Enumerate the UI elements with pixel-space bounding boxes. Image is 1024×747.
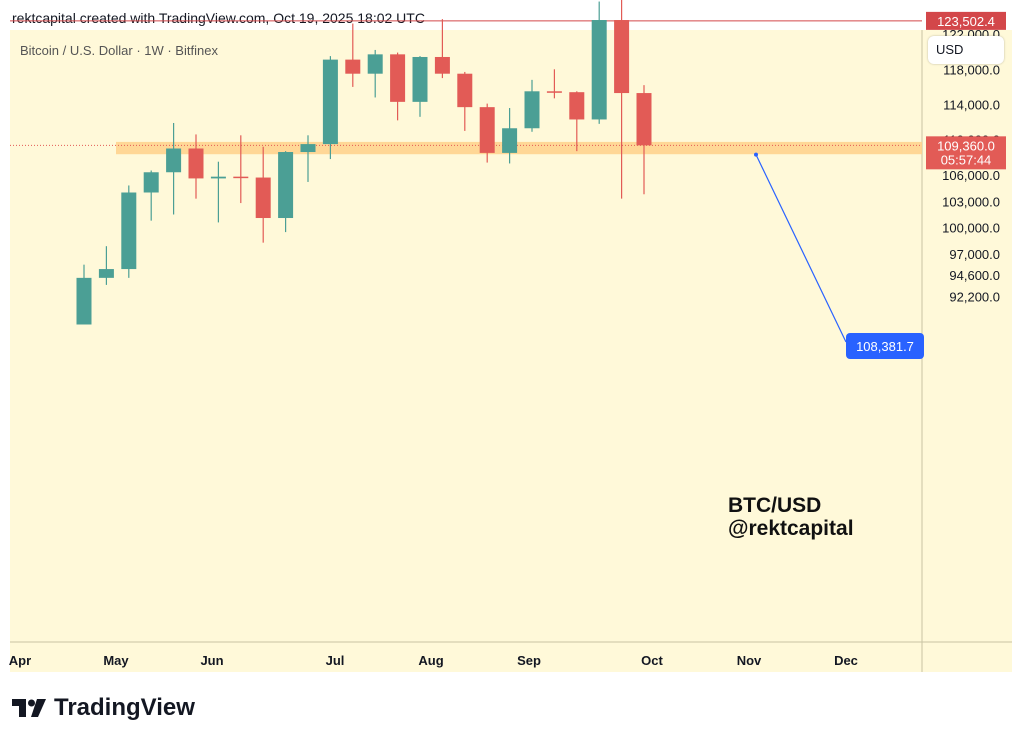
candle: [591, 1, 607, 124]
x-tick-label: Sep: [517, 653, 541, 668]
candle: [166, 122, 182, 215]
candle-body: [591, 20, 607, 120]
x-tick-label: Dec: [834, 653, 858, 668]
candle-body: [300, 144, 316, 153]
candle: [479, 103, 495, 163]
candle: [76, 264, 92, 325]
candle: [524, 79, 540, 132]
candle-body: [233, 176, 249, 179]
watermark-line-2: @rektcapital: [728, 517, 854, 540]
candle: [367, 49, 383, 98]
x-tick-label: Oct: [641, 653, 663, 668]
candle-body: [614, 20, 630, 94]
candle-body: [345, 59, 361, 74]
candle-body: [502, 128, 518, 153]
x-tick-label: Nov: [737, 653, 762, 668]
candle-body: [636, 93, 652, 146]
last-price-label-box: [926, 136, 1006, 170]
projection-point: [754, 152, 758, 157]
x-tick-label: Jun: [200, 653, 223, 668]
tradingview-logo-icon: [12, 699, 46, 717]
plot-background: [10, 30, 922, 642]
candle-body: [412, 56, 428, 102]
candle-body: [457, 73, 473, 108]
candle-body: [322, 59, 338, 145]
candle: [255, 146, 271, 243]
y-tick-label: 118,000.0: [943, 62, 1000, 77]
candle-body: [76, 277, 92, 325]
candle: [434, 19, 450, 79]
chart-legend-title: Bitcoin / U.S. Dollar · 1W · Bitfinex: [20, 43, 218, 58]
candle: [300, 135, 316, 182]
candle: [614, 0, 630, 199]
candle: [636, 85, 652, 195]
candle: [121, 185, 137, 278]
y-tick-label: 97,000.0: [949, 247, 1000, 262]
candle-body: [210, 176, 226, 179]
candle: [233, 135, 249, 204]
projection-label-box: [846, 333, 924, 359]
y-tick-label: 92,200.0: [949, 289, 1000, 304]
candle-body: [188, 148, 204, 179]
candle: [457, 71, 473, 131]
y-tick-label: 114,000.0: [943, 98, 1000, 113]
candle-body: [479, 107, 495, 153]
resistance-price-label: 123,502.4: [937, 14, 995, 29]
candle: [569, 91, 585, 152]
time-axis-background: [10, 642, 1012, 672]
candle: [322, 56, 338, 160]
x-tick-label: Aug: [418, 653, 443, 668]
watermark-line-1: BTC/USD: [728, 494, 822, 517]
candle: [188, 134, 204, 199]
countdown-label: 05:57:44: [941, 152, 992, 167]
axis-background: [922, 30, 1012, 642]
candle-body: [278, 152, 294, 219]
y-tick-label: 94,600.0: [949, 268, 1000, 283]
candle-body: [121, 192, 137, 270]
candle-body: [98, 269, 114, 278]
resistance-price-label-box: [926, 11, 1006, 30]
footer-logo[interactable]: TradingView: [12, 694, 195, 722]
watermark: BTC/USD @rektcapital: [728, 494, 854, 540]
candle-body: [143, 172, 159, 193]
candle-body: [255, 177, 271, 219]
candle-body: [524, 91, 540, 129]
support-zone: [116, 141, 922, 155]
candle-body: [390, 54, 406, 102]
candle: [412, 56, 428, 117]
candle-body: [367, 54, 383, 74]
chart-header: rektcapital created with TradingView.com…: [12, 10, 425, 26]
x-tick-label: Apr: [9, 653, 31, 668]
candle: [345, 23, 361, 87]
candle: [278, 151, 294, 233]
candle-body: [546, 91, 562, 93]
candle: [546, 69, 562, 99]
candle-body: [166, 148, 182, 173]
candle: [143, 170, 159, 221]
last-price-label: 109,360.0: [937, 138, 995, 153]
candle: [390, 52, 406, 121]
x-tick-label: May: [103, 653, 129, 668]
currency-button[interactable]: USD: [928, 36, 1004, 64]
y-tick-label: 100,000.0: [942, 221, 1000, 236]
candle-body: [434, 56, 450, 74]
candle: [98, 246, 114, 285]
y-tick-label: 106,000.0: [942, 168, 1000, 183]
projection-line: [755, 154, 847, 343]
y-tick-label: 103,000.0: [942, 194, 1000, 209]
candle: [502, 108, 518, 164]
footer-brand: TradingView: [54, 694, 195, 721]
x-tick-label: Jul: [326, 653, 345, 668]
candle-body: [569, 92, 585, 120]
candle: [210, 161, 226, 223]
projection-label: 108,381.7: [856, 339, 914, 354]
